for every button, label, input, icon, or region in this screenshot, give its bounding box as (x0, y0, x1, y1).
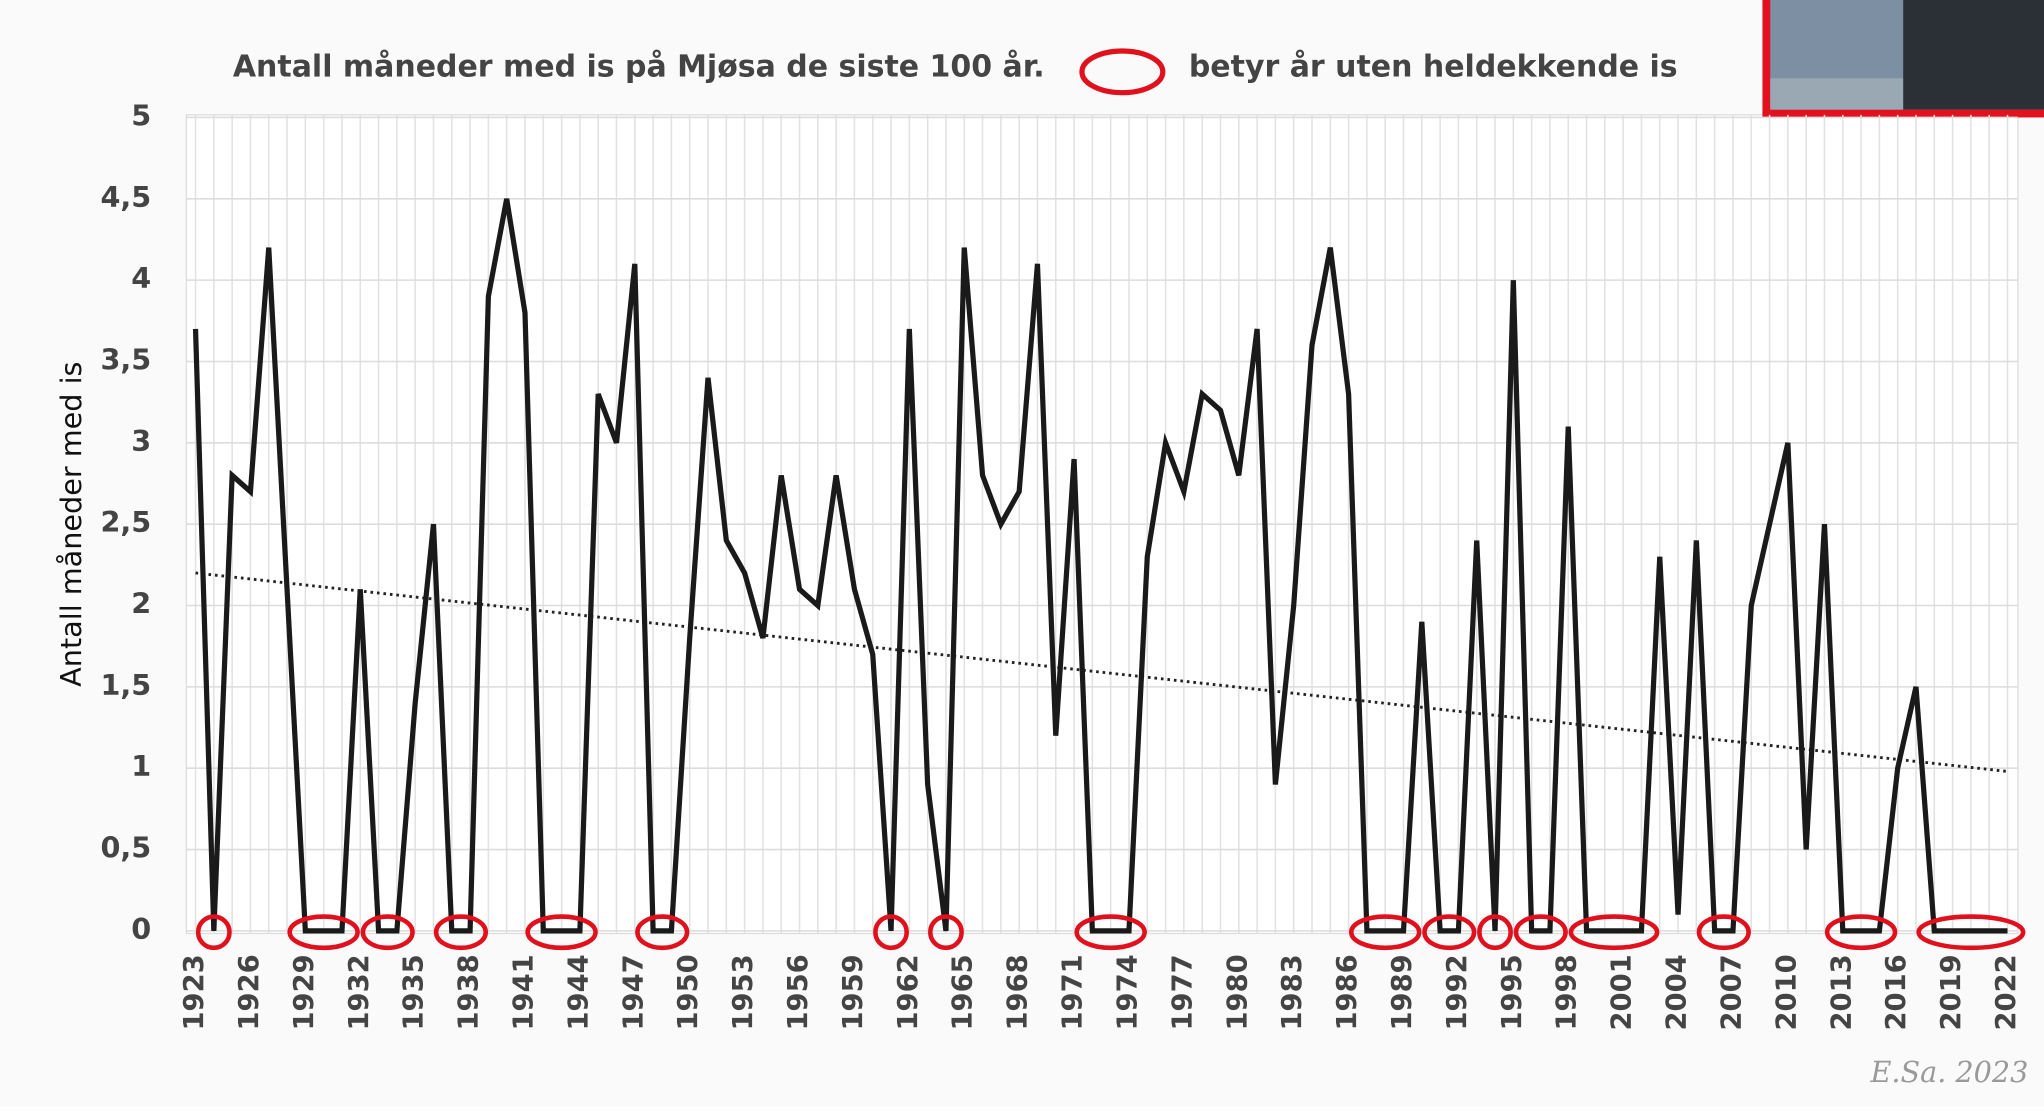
data-line (192, 198, 2008, 934)
x-tick-label: 1986 (1332, 954, 1363, 1030)
y-tick-label: 4,5 (100, 180, 151, 214)
no-ice-marker (1348, 914, 1422, 951)
no-ice-marker (1568, 914, 1660, 951)
y-tick-label: 3 (131, 424, 151, 458)
x-tick-label: 2004 (1662, 954, 1693, 1030)
x-tick-label: 1965 (948, 954, 979, 1030)
y-tick-label: 3,5 (100, 342, 151, 376)
x-tick-label: 1932 (344, 954, 375, 1030)
x-tick-label: 1977 (1167, 954, 1198, 1030)
y-tick-label: 1 (131, 749, 151, 783)
x-tick-label: 1929 (289, 954, 320, 1030)
x-tick-label: 2007 (1716, 954, 1747, 1030)
x-tick-label: 2016 (1881, 954, 1912, 1030)
y-tick-label: 2,5 (100, 505, 151, 539)
x-tick-label: 2001 (1607, 954, 1638, 1030)
no-ice-marker (1074, 914, 1147, 951)
legend-text: betyr år uten heldekkende is (1189, 48, 1678, 84)
no-ice-marker (433, 914, 488, 951)
x-tick-label: 1992 (1442, 954, 1473, 1030)
x-tick-label: 2022 (1991, 954, 2022, 1030)
photo (1762, 0, 2044, 118)
no-ice-marker (1696, 914, 1751, 951)
no-ice-marker (1477, 914, 1513, 951)
x-tick-label: 1998 (1552, 954, 1583, 1030)
x-tick-label: 1947 (618, 954, 649, 1030)
legend-marker (1079, 48, 1166, 96)
x-tick-label: 1980 (1222, 954, 1253, 1030)
x-tick-label: 1995 (1497, 954, 1528, 1030)
photo-person (1903, 0, 2044, 110)
no-ice-marker (287, 914, 360, 951)
x-tick-label: 1941 (508, 954, 539, 1030)
x-tick-label: 1974 (1112, 954, 1143, 1030)
signature: E.Sa. 2023 (1869, 1055, 2028, 1089)
y-tick-label: 1,5 (100, 668, 151, 702)
x-tick-label: 1968 (1003, 954, 1034, 1030)
y-axis-label: Antall måneder med is (54, 362, 88, 687)
x-tick-label: 1959 (838, 954, 869, 1030)
chart-title: Antall måneder med is på Mjøsa de siste … (233, 48, 1045, 84)
x-tick-label: 1938 (454, 954, 485, 1030)
x-tick-label: 1983 (1277, 954, 1308, 1030)
x-tick-label: 2019 (1936, 954, 1967, 1030)
x-tick-label: 1926 (234, 954, 265, 1030)
x-tick-label: 1989 (1387, 954, 1418, 1030)
y-tick-label: 0 (131, 912, 151, 946)
y-tick-label: 5 (131, 98, 151, 132)
no-ice-marker (1513, 914, 1568, 951)
x-tick-label: 1935 (399, 954, 430, 1030)
no-ice-marker (525, 914, 598, 951)
x-tick-label: 1971 (1058, 954, 1089, 1030)
no-ice-marker (1422, 914, 1477, 951)
y-tick-label: 2 (131, 587, 151, 621)
x-tick-label: 1956 (783, 954, 814, 1030)
no-ice-marker (195, 914, 232, 951)
no-ice-marker (360, 914, 415, 951)
x-tick-label: 1944 (563, 954, 594, 1030)
no-ice-marker (635, 914, 690, 951)
x-tick-label: 1962 (893, 954, 924, 1030)
x-tick-label: 1950 (673, 954, 704, 1030)
no-ice-marker (1916, 914, 2026, 951)
x-tick-label: 1953 (728, 954, 759, 1030)
x-tick-label: 1923 (179, 954, 210, 1030)
x-tick-label: 2013 (1826, 954, 1857, 1030)
no-ice-marker (873, 914, 909, 951)
y-tick-label: 0,5 (100, 831, 151, 865)
x-tick-label: 2010 (1771, 954, 1802, 1030)
no-ice-marker (928, 914, 964, 951)
no-ice-marker (1824, 914, 1898, 951)
y-tick-label: 4 (131, 261, 151, 295)
